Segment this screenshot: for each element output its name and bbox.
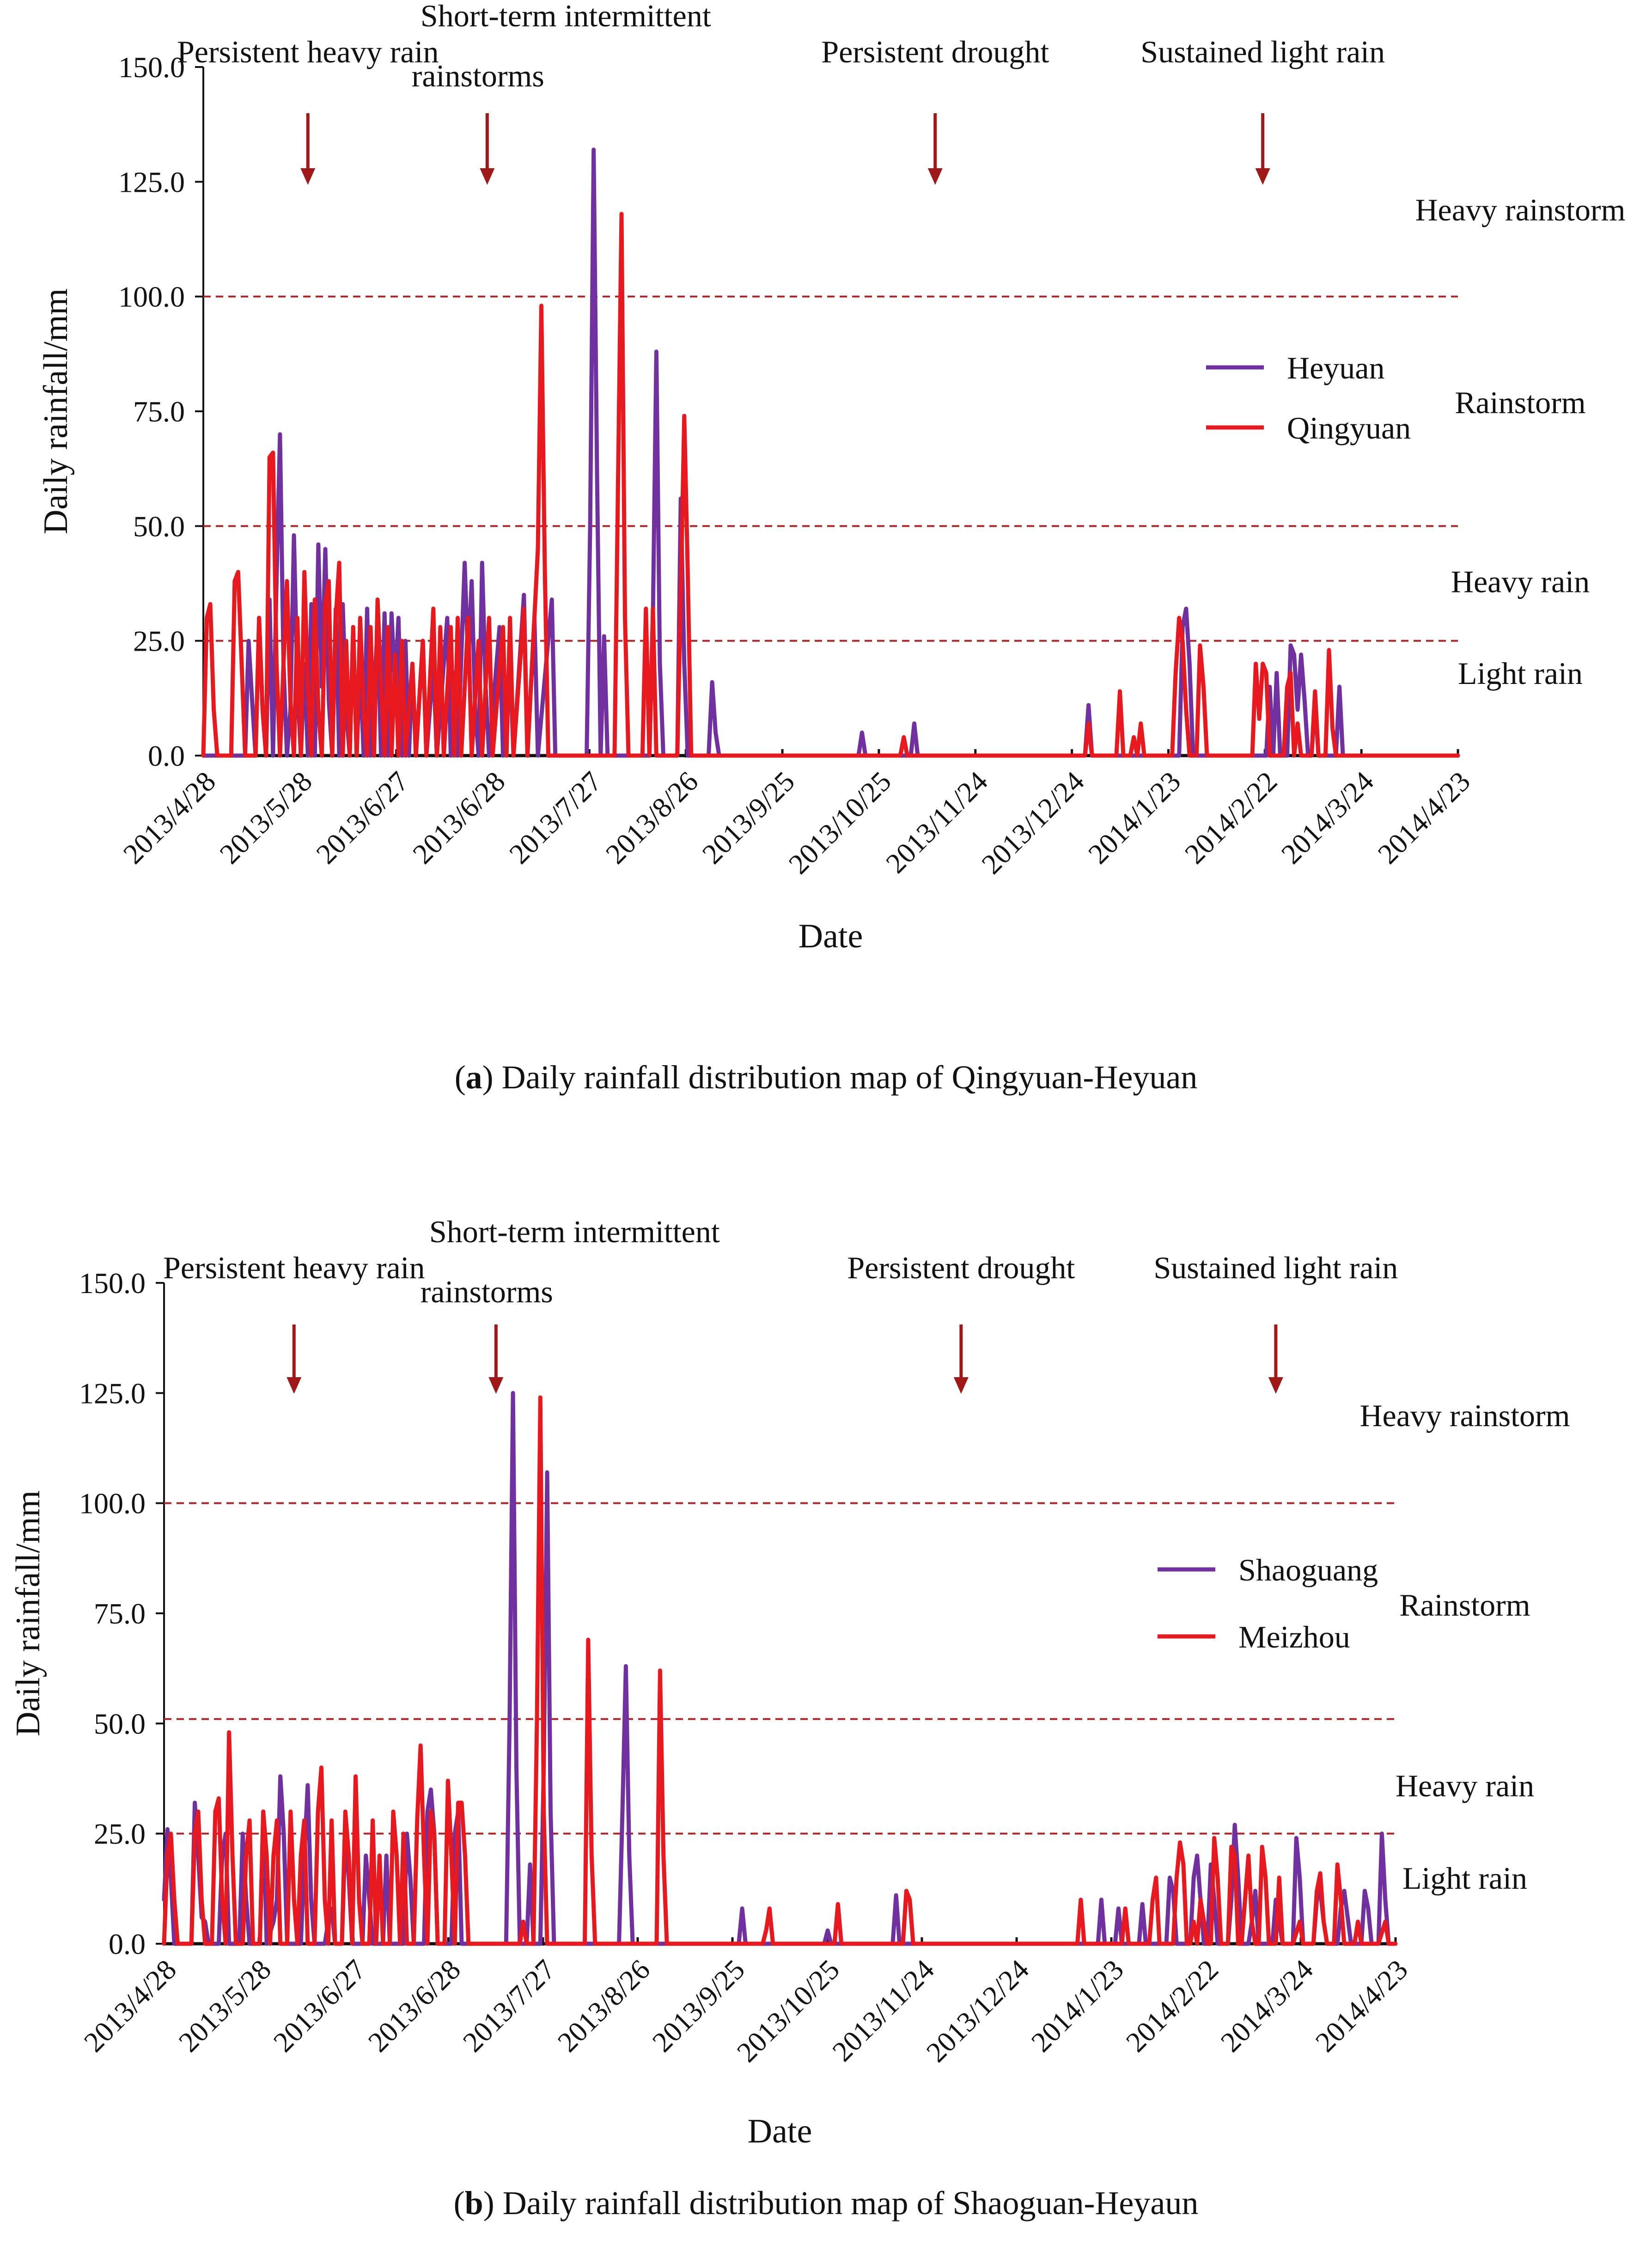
x-tick-label-a-13: 2014/4/23: [1372, 766, 1476, 870]
caption-a: (a) Daily rainfall distribution map of Q…: [454, 1059, 1198, 1096]
x-tick-label-a-10: 2014/1/23: [1082, 766, 1187, 870]
y-tick-label-a-6: 150.0: [118, 51, 185, 84]
period-annotation-a-1-line1: Short-term intermittent: [421, 0, 711, 33]
series-line-a-qingyuan: [201, 212, 1460, 758]
period-annotation-b-1-line2: rainstorms: [421, 1274, 553, 1309]
chart-a: 0.025.050.075.0100.0125.0150.02013/4/282…: [37, 0, 1626, 955]
caption-b-text: Daily rainfall distribution map of Shaog…: [494, 2185, 1199, 2221]
zone-label-a-2: Heavy rain: [1451, 564, 1590, 599]
caption-b: (b) Daily rainfall distribution map of S…: [453, 2185, 1199, 2221]
legend-label-b-meizhou: Meizhou: [1238, 1619, 1350, 1654]
period-annotation-a-3: Sustained light rain: [1140, 34, 1385, 69]
period-annotation-b-2: Persistent drought: [847, 1250, 1075, 1285]
x-tick-label-b-5: 2013/8/26: [552, 1954, 656, 2058]
x-tick-label-a-8: 2013/11/24: [880, 766, 994, 879]
zone-label-b-2: Heavy rain: [1396, 1768, 1534, 1803]
y-tick-label-b-4: 100.0: [79, 1487, 146, 1520]
period-annotation-b-3: Sustained light rain: [1153, 1250, 1398, 1285]
period-annotation-a-1-line2: rainstorms: [412, 58, 544, 93]
chart-b: 0.025.050.075.0100.0125.0150.02013/4/282…: [9, 1214, 1570, 2150]
y-tick-label-b-3: 75.0: [94, 1597, 146, 1630]
series-line-a-heyuan: [201, 147, 1460, 758]
legend-label-b-shaoguang: Shaoguang: [1238, 1552, 1378, 1587]
caption-a-text: Daily rainfall distribution map of Qingy…: [493, 1059, 1198, 1096]
y-tick-label-a-5: 125.0: [118, 165, 185, 198]
period-annotation-a-0: Persistent heavy rain: [177, 34, 439, 69]
x-tick-label-a-11: 2014/2/22: [1179, 766, 1283, 870]
x-axis-title-a: Date: [799, 917, 863, 955]
zone-label-a-1: Rainstorm: [1455, 385, 1585, 420]
caption-a-letter: a: [465, 1059, 482, 1096]
y-tick-label-a-3: 75.0: [133, 395, 185, 428]
x-tick-label-a-2: 2013/6/27: [311, 766, 415, 870]
x-tick-label-a-0: 2013/4/28: [117, 766, 222, 870]
legend-label-a-heyuan: Heyuan: [1287, 350, 1384, 385]
period-arrow-head-a-1: [480, 168, 495, 185]
y-tick-label-b-1: 25.0: [94, 1818, 146, 1850]
panel-b: 0.0 25.0 50.0 75.0 100.0 125.0 150.0 2013/4/28 2…: [0, 1126, 1652, 2252]
x-tick-label-b-11: 2014/2/22: [1120, 1954, 1225, 2058]
y-axis-title-b: Daily rainfall/mm: [9, 1490, 47, 1736]
y-tick-label-a-2: 50.0: [133, 510, 185, 543]
zone-label-b-3: Light rain: [1402, 1861, 1527, 1896]
x-tick-label-b-0: 2013/4/28: [78, 1954, 183, 2058]
period-arrow-head-b-2: [953, 1377, 969, 1394]
period-arrow-head-a-3: [1255, 168, 1270, 185]
period-arrow-head-b-0: [287, 1377, 302, 1394]
y-tick-label-a-4: 100.0: [118, 281, 185, 313]
x-tick-label-a-6: 2013/9/25: [696, 766, 801, 870]
x-tick-label-b-7: 2013/10/25: [731, 1954, 846, 2069]
y-tick-label-b-0: 0.0: [109, 1928, 146, 1960]
period-arrow-head-a-0: [300, 168, 316, 185]
y-tick-label-b-5: 125.0: [79, 1377, 146, 1410]
x-tick-label-a-7: 2013/10/25: [783, 766, 897, 880]
series-line-b-shaoguang: [162, 1391, 1398, 1946]
x-tick-label-b-13: 2014/4/23: [1310, 1954, 1414, 2058]
panel-a: 0.0 25.0 50.0 75.0 100.0 125.0 150.0 2013/4/28 2…: [37, 0, 1626, 1096]
zone-label-a-3: Light rain: [1458, 656, 1583, 691]
x-tick-label-a-3: 2013/6/28: [407, 766, 512, 870]
zone-label-a-0: Heavy rainstorm: [1415, 192, 1625, 227]
period-annotation-a-2: Persistent drought: [821, 34, 1049, 69]
period-annotation-b-1-line1: Short-term intermittent: [429, 1214, 720, 1249]
x-tick-label-a-5: 2013/8/26: [600, 766, 704, 870]
zone-label-b-0: Heavy rainstorm: [1359, 1398, 1570, 1433]
x-tick-label-b-10: 2014/1/23: [1025, 1954, 1130, 2058]
y-tick-label-a-1: 25.0: [133, 625, 185, 658]
x-tick-label-a-12: 2014/3/24: [1275, 766, 1380, 870]
period-annotation-b-0: Persistent heavy rain: [163, 1250, 425, 1285]
x-tick-label-b-12: 2014/3/24: [1215, 1954, 1319, 2058]
x-tick-label-b-9: 2013/12/24: [920, 1954, 1035, 2069]
x-tick-label-b-3: 2013/6/28: [362, 1954, 467, 2058]
x-axis-title-b: Date: [748, 2112, 812, 2150]
caption-b-letter: b: [464, 2185, 483, 2221]
legend-label-a-qingyuan: Qingyuan: [1287, 410, 1411, 446]
x-tick-label-b-8: 2013/11/24: [827, 1954, 940, 2068]
x-tick-label-a-1: 2013/5/28: [214, 766, 318, 870]
x-tick-label-b-1: 2013/5/28: [173, 1954, 277, 2058]
x-tick-label-b-4: 2013/7/27: [457, 1954, 561, 2058]
period-arrow-head-b-3: [1268, 1377, 1283, 1394]
x-tick-label-b-2: 2013/6/27: [268, 1954, 372, 2058]
y-tick-label-a-0: 0.0: [148, 739, 185, 772]
x-tick-label-a-4: 2013/7/27: [503, 766, 608, 870]
y-axis-title-a: Daily rainfall/mm: [37, 288, 75, 534]
x-tick-label-a-9: 2013/12/24: [976, 766, 1091, 880]
series-line-b-meizhou: [162, 1395, 1398, 1946]
period-arrow-head-b-1: [488, 1377, 504, 1394]
period-arrow-head-a-2: [927, 168, 943, 185]
zone-label-b-1: Rainstorm: [1399, 1587, 1530, 1623]
y-tick-label-b-6: 150.0: [79, 1267, 146, 1300]
y-tick-label-b-2: 50.0: [94, 1707, 146, 1740]
